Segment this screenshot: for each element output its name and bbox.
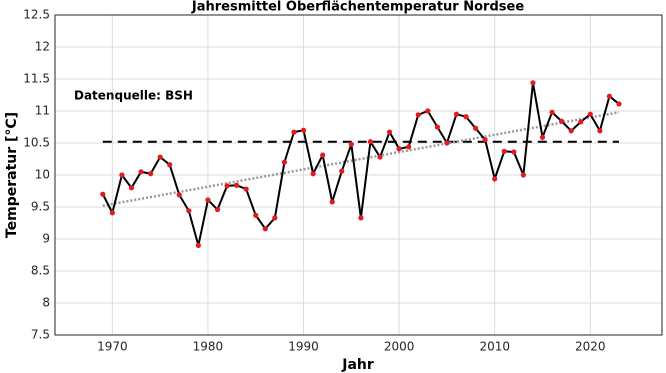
- data-point: [549, 109, 555, 115]
- data-point: [472, 125, 479, 131]
- data-point: [367, 139, 374, 145]
- data-point: [415, 112, 421, 118]
- y-tick-label: 11.5: [23, 72, 50, 86]
- data-point: [253, 212, 259, 218]
- data-line: [101, 82, 620, 246]
- data-point: [492, 176, 498, 182]
- annotation: Datenquelle: BSH: [74, 89, 193, 103]
- data-point: [243, 186, 249, 192]
- data-point: [463, 114, 469, 120]
- data-point: [530, 80, 536, 86]
- data-point: [425, 108, 431, 114]
- data-point: [272, 215, 278, 221]
- y-tick-label: 12: [35, 40, 50, 54]
- data-point: [606, 93, 613, 99]
- x-tick-label: 1970: [97, 340, 128, 354]
- data-point: [214, 206, 221, 213]
- data-point: [578, 119, 584, 125]
- y-tick-label: 8: [42, 296, 50, 310]
- data-point: [501, 148, 507, 154]
- y-tick-label: 12.5: [23, 8, 50, 22]
- data-point: [587, 111, 593, 117]
- data-point: [262, 226, 268, 232]
- chart-title: Jahresmittel Oberflächentemperatur Nords…: [191, 0, 524, 15]
- y-tick-label: 8.5: [31, 264, 50, 278]
- data-point: [597, 128, 603, 134]
- trend-line: [102, 111, 620, 207]
- data-point: [482, 137, 488, 143]
- data-point: [119, 172, 125, 178]
- data-point: [520, 172, 526, 178]
- data-point: [348, 141, 354, 147]
- data-point: [167, 162, 173, 168]
- data-point: [539, 134, 546, 140]
- data-point: [291, 129, 297, 135]
- data-point: [205, 197, 211, 203]
- data-point: [224, 183, 230, 189]
- x-axis-label: Jahr: [341, 357, 374, 373]
- x-tick-label: 2020: [575, 340, 606, 354]
- x-tick-label: 2000: [384, 340, 415, 354]
- data-point: [444, 140, 450, 146]
- data-point: [453, 111, 460, 117]
- data-point: [320, 152, 326, 158]
- data-point: [195, 242, 201, 248]
- data-point: [157, 154, 163, 160]
- data-point: [128, 185, 135, 191]
- data-point: [186, 208, 192, 214]
- data-point: [310, 171, 316, 177]
- data-point: [147, 171, 154, 177]
- data-point: [176, 192, 182, 198]
- y-tick-label: 9.5: [31, 200, 50, 214]
- y-tick-label: 10: [35, 168, 50, 182]
- data-point: [386, 129, 393, 135]
- data-point: [511, 149, 517, 155]
- y-tick-label: 11: [35, 104, 50, 118]
- data-point: [616, 101, 622, 107]
- x-tick-label: 2010: [479, 340, 510, 354]
- y-tick-label: 7.5: [31, 328, 50, 342]
- data-point: [358, 215, 364, 221]
- x-tick-label: 1990: [288, 340, 319, 354]
- data-point: [109, 210, 115, 216]
- data-point: [100, 191, 106, 197]
- data-point: [377, 154, 383, 160]
- data-point: [234, 182, 240, 188]
- y-axis-label: Temperatur [°C]: [4, 112, 20, 238]
- plot-frame: [54, 14, 663, 336]
- data-point: [138, 169, 144, 175]
- data-point: [434, 124, 440, 130]
- data-point: [406, 144, 412, 150]
- y-tick-label: 9: [42, 232, 50, 246]
- data-point: [329, 199, 335, 205]
- data-point: [559, 118, 565, 124]
- data-point: [339, 168, 345, 174]
- data-point: [281, 159, 288, 165]
- data-point: [396, 146, 402, 152]
- x-tick-label: 1980: [193, 340, 224, 354]
- data-point: [300, 127, 307, 133]
- y-tick-label: 10.5: [23, 136, 50, 150]
- data-point: [568, 128, 574, 134]
